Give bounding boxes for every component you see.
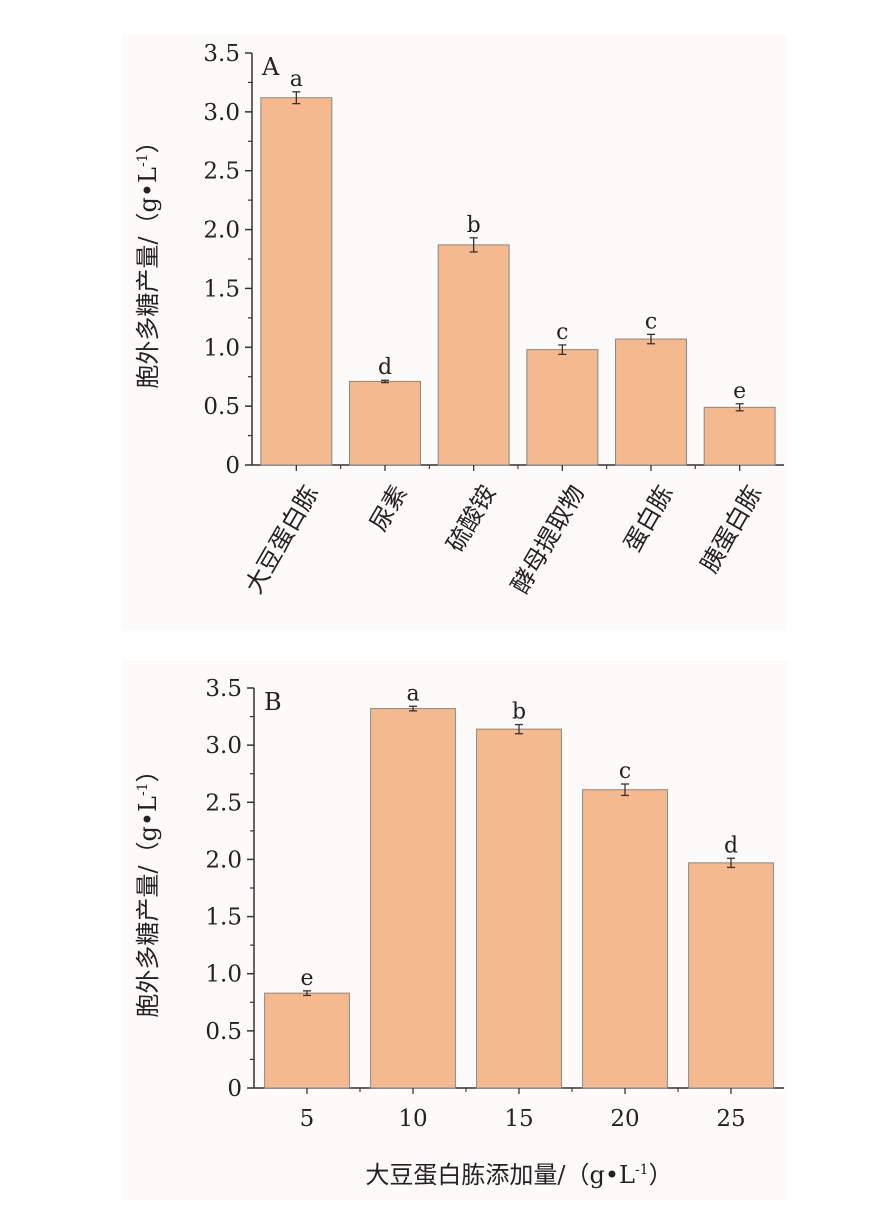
chart-b-bar bbox=[370, 708, 456, 1089]
chart-b-x-tick-label: 20 bbox=[610, 1106, 639, 1132]
chart-b-x-axis-label: 大豆蛋白胨添加量/（g•L-1） bbox=[365, 1161, 672, 1189]
chart-a-y-tick-label: 1.5 bbox=[203, 276, 240, 302]
chart-b-significance-label: c bbox=[619, 759, 631, 784]
chart-a-bar bbox=[526, 349, 599, 466]
chart-a-y-tick-label: 1.0 bbox=[203, 335, 240, 361]
chart-a-bar bbox=[260, 97, 333, 466]
chart-a-x-tick-label: 酵母提取物 bbox=[506, 480, 590, 598]
chart-b-y-tick-label: 0.5 bbox=[205, 1019, 242, 1045]
chart-a-significance-label: e bbox=[733, 379, 746, 404]
chart-a-bar bbox=[615, 338, 687, 466]
chart-a-significance-label: a bbox=[290, 67, 303, 92]
chart-a-x-tick-label: 大豆蛋白胨 bbox=[240, 480, 324, 598]
chart-b-bar bbox=[476, 728, 562, 1089]
chart-b-bar bbox=[582, 789, 668, 1089]
chart-b-y-tick-label: 2.5 bbox=[205, 790, 242, 816]
chart-a-panel-label: A bbox=[261, 53, 280, 81]
chart-a-x-tick-label-group: 酵母提取物 bbox=[506, 480, 590, 598]
chart-a-bar bbox=[703, 406, 776, 466]
chart-a-x-tick-label-group: 大豆蛋白胨 bbox=[240, 480, 324, 598]
chart-a-significance-label: b bbox=[467, 213, 481, 238]
chart-b-significance-label: e bbox=[300, 966, 313, 991]
chart-b-bar bbox=[688, 862, 774, 1089]
chart-a-significance-label: c bbox=[556, 320, 568, 345]
chart-a-y-tick-label: 2.5 bbox=[203, 159, 240, 185]
chart-a-y-axis-label: 胞外多糖产量/（g•L-1） bbox=[134, 129, 162, 388]
chart-b-y-axis-label-text: 胞外多糖产量/（g•L-1） bbox=[134, 758, 162, 1017]
chart-b-bar bbox=[264, 992, 350, 1089]
chart-b-significance-label: d bbox=[724, 833, 738, 858]
chart-a-x-tick-label-group: 硫酸铵 bbox=[441, 480, 501, 556]
chart-a-x-tick-label: 尿素 bbox=[364, 480, 412, 536]
chart-b-y-tick-label: 1.0 bbox=[205, 962, 242, 988]
chart-a-significance-label: d bbox=[378, 355, 392, 380]
chart-b-svg: 0 0.5 1.0 1.5 2.0 2.5 3.0 3.5 Be 5 a 10 b 15 c 20 d 25 胞外多… bbox=[134, 676, 784, 1189]
chart-a-x-tick-label-group: 胰蛋白胨 bbox=[695, 480, 767, 577]
chart-a-y-tick-label: 3.5 bbox=[203, 41, 240, 67]
chart-a-bar bbox=[437, 244, 510, 466]
chart-a-y-tick-label: 0 bbox=[225, 453, 240, 479]
chart-b-y-tick-label: 3.5 bbox=[205, 676, 242, 702]
chart-a-x-tick-label: 胰蛋白胨 bbox=[695, 480, 767, 577]
chart-a-y-axis-label-text: 胞外多糖产量/（g•L-1） bbox=[134, 129, 162, 388]
chart-b-y-tick-label: 3.0 bbox=[205, 733, 242, 759]
chart-b-x-tick-label: 5 bbox=[300, 1106, 315, 1132]
chart-a-x-tick-label: 硫酸铵 bbox=[441, 480, 501, 556]
chart-b-x-tick-label: 10 bbox=[398, 1106, 427, 1132]
chart-b-x-tick-label: 25 bbox=[716, 1106, 745, 1132]
chart-b-panel-label: B bbox=[264, 688, 282, 716]
chart-b-y-axis-label: 胞外多糖产量/（g•L-1） bbox=[134, 758, 162, 1017]
chart-a-y-tick-label: 3.0 bbox=[203, 100, 240, 126]
chart-b-x-tick-label: 15 bbox=[504, 1106, 533, 1132]
chart-a-y-tick-label: 0.5 bbox=[203, 394, 240, 420]
chart-a-bar bbox=[349, 380, 421, 466]
chart-a-x-tick-label: 蛋白胨 bbox=[618, 480, 678, 556]
chart-a-significance-label: c bbox=[645, 309, 657, 334]
chart-b-significance-label: a bbox=[406, 681, 419, 706]
chart-b-y-tick-label: 1.5 bbox=[205, 905, 242, 931]
chart-a-x-tick-label-group: 蛋白胨 bbox=[618, 480, 678, 556]
chart-b-y-tick-label: 0 bbox=[227, 1076, 242, 1102]
chart-b-y-tick-label: 2.0 bbox=[205, 847, 242, 873]
chart-b-significance-label: b bbox=[512, 700, 526, 725]
chart-a-y-tick-label: 2.0 bbox=[203, 218, 240, 244]
chart-a-x-tick-label-group: 尿素 bbox=[364, 480, 412, 536]
